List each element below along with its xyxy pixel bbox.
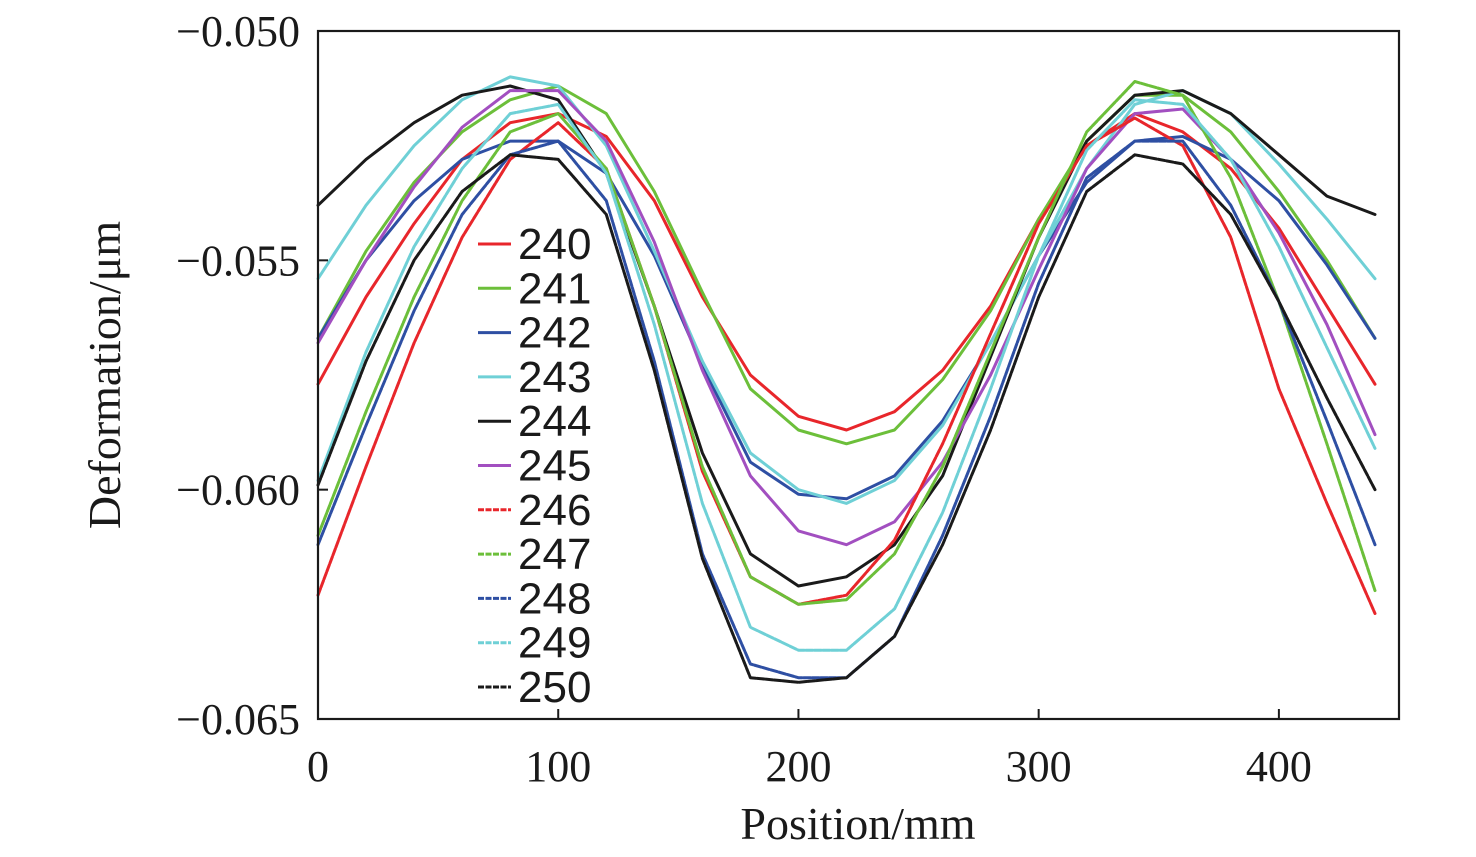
legend-label-246: 246	[518, 486, 591, 535]
series-line-250	[316, 153, 1377, 684]
legend-label-250: 250	[518, 663, 591, 712]
x-tick-label: 300	[1006, 742, 1072, 791]
y-tick-label: −0.050	[176, 7, 300, 56]
legend-label-245: 245	[518, 442, 591, 491]
x-tick-label: 400	[1246, 742, 1312, 791]
series-line-242	[316, 135, 1377, 501]
series-line-241	[316, 84, 1377, 446]
legend-label-244: 244	[518, 397, 591, 446]
y-tick-label: −0.065	[176, 695, 300, 744]
x-tick-label: 200	[765, 742, 831, 791]
y-axis-title: Deformation/μm	[79, 221, 130, 529]
series-layer	[316, 75, 1377, 684]
series-line-246	[316, 116, 1377, 615]
series-line-244	[316, 84, 1377, 588]
x-tick-label: 100	[525, 742, 591, 791]
y-tick-label: −0.055	[176, 236, 300, 285]
x-tick-label: 0	[307, 742, 329, 791]
series-line-245	[316, 89, 1377, 547]
legend-label-241: 241	[518, 264, 591, 313]
legend-label-247: 247	[518, 530, 591, 579]
plot-frame	[316, 29, 1401, 721]
legend-label-243: 243	[518, 353, 591, 402]
legend-label-242: 242	[518, 309, 591, 358]
series-line-249	[316, 98, 1377, 652]
legend-label-249: 249	[518, 619, 591, 668]
axis-layer: 0 100 200 300 400 −0.050 −0.055 −0.060 −0.065	[176, 7, 1312, 791]
x-axis-title: Position/mm	[740, 798, 975, 849]
legend-label-248: 248	[518, 574, 591, 623]
y-tick-label: −0.060	[176, 466, 300, 515]
legend-label-240: 240	[518, 220, 591, 269]
